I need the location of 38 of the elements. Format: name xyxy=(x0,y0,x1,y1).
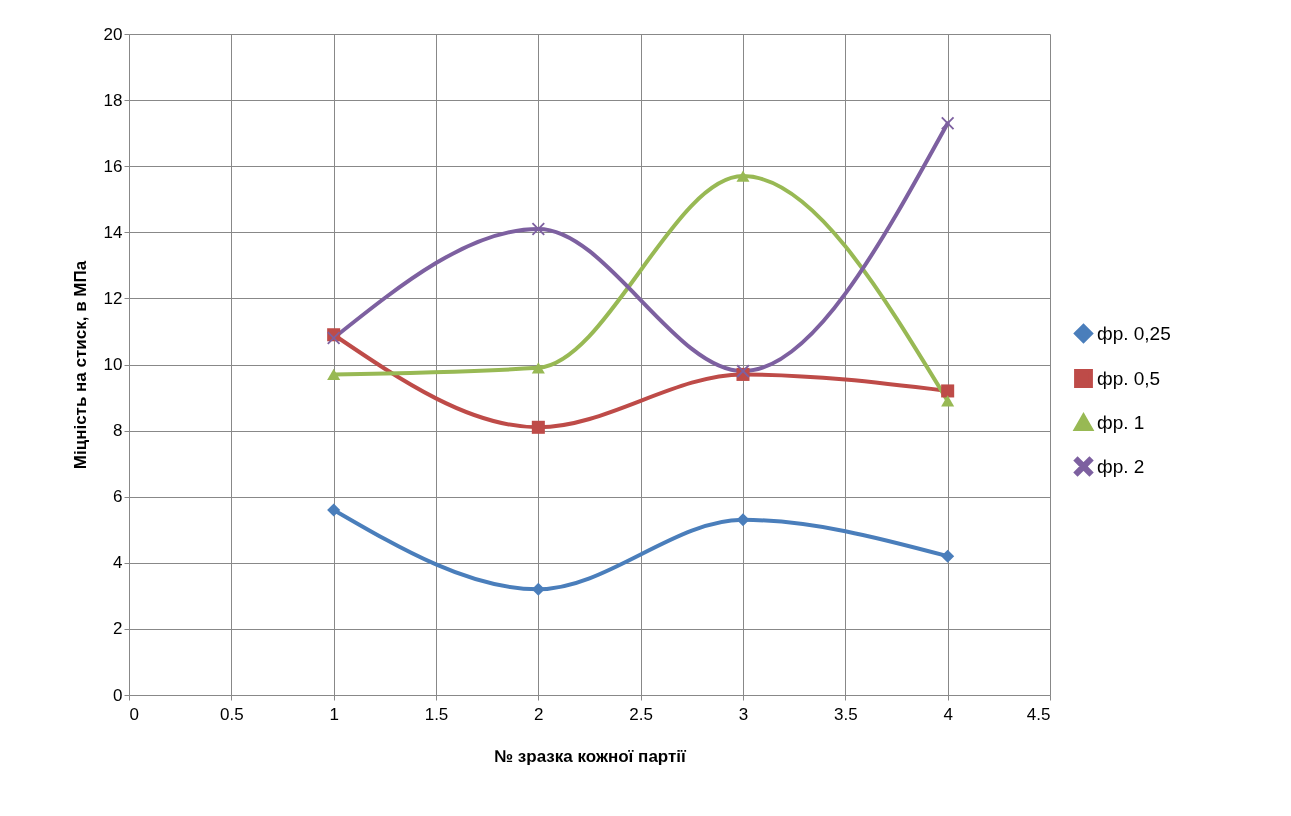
y-tick-label: 6 xyxy=(113,487,123,507)
x-tick-label: 4.5 xyxy=(1026,704,1051,724)
y-tick-label: 20 xyxy=(103,24,123,44)
x-tick-label: 2 xyxy=(534,704,544,724)
x-tick-label: 3 xyxy=(738,704,749,724)
y-tick-label: 14 xyxy=(103,222,123,242)
legend-label: фр. 0,5 xyxy=(1097,367,1161,389)
x-tick-label: 0.5 xyxy=(220,704,244,724)
x-tick-label: 3.5 xyxy=(834,704,858,724)
point xyxy=(327,503,341,517)
point xyxy=(531,420,545,434)
y-tick-label: 18 xyxy=(103,90,123,110)
x-tick-label: 0 xyxy=(129,704,139,724)
point xyxy=(736,513,750,527)
y-tick-label: 0 xyxy=(113,685,123,705)
legend-label: фр. 2 xyxy=(1097,455,1145,477)
point xyxy=(531,362,545,374)
point xyxy=(941,549,955,563)
point xyxy=(736,170,750,182)
point xyxy=(941,395,955,407)
y-tick-label: 2 xyxy=(113,619,123,639)
y-axis-title: Міцність на стиск, в МПа xyxy=(70,260,90,470)
legend-label: фр. 1 xyxy=(1097,411,1145,433)
x-tick-label: 4 xyxy=(943,704,953,724)
y-tick-label: 12 xyxy=(103,288,123,308)
point xyxy=(327,368,341,381)
y-tick-label: 10 xyxy=(103,355,123,374)
point xyxy=(531,582,545,596)
point xyxy=(941,384,955,398)
x-tick-label: 1 xyxy=(329,704,339,724)
x-axis-title: № зразка кожної партії xyxy=(494,746,688,766)
y-tick-label: 4 xyxy=(113,553,123,573)
y-tick-label: 8 xyxy=(113,421,123,441)
y-tick-label: 16 xyxy=(103,156,123,176)
x-tick-label: 1.5 xyxy=(424,704,449,724)
x-tick-label: 2.5 xyxy=(629,704,653,724)
legend-label: фр. 0,25 xyxy=(1097,322,1171,344)
point xyxy=(941,116,955,130)
